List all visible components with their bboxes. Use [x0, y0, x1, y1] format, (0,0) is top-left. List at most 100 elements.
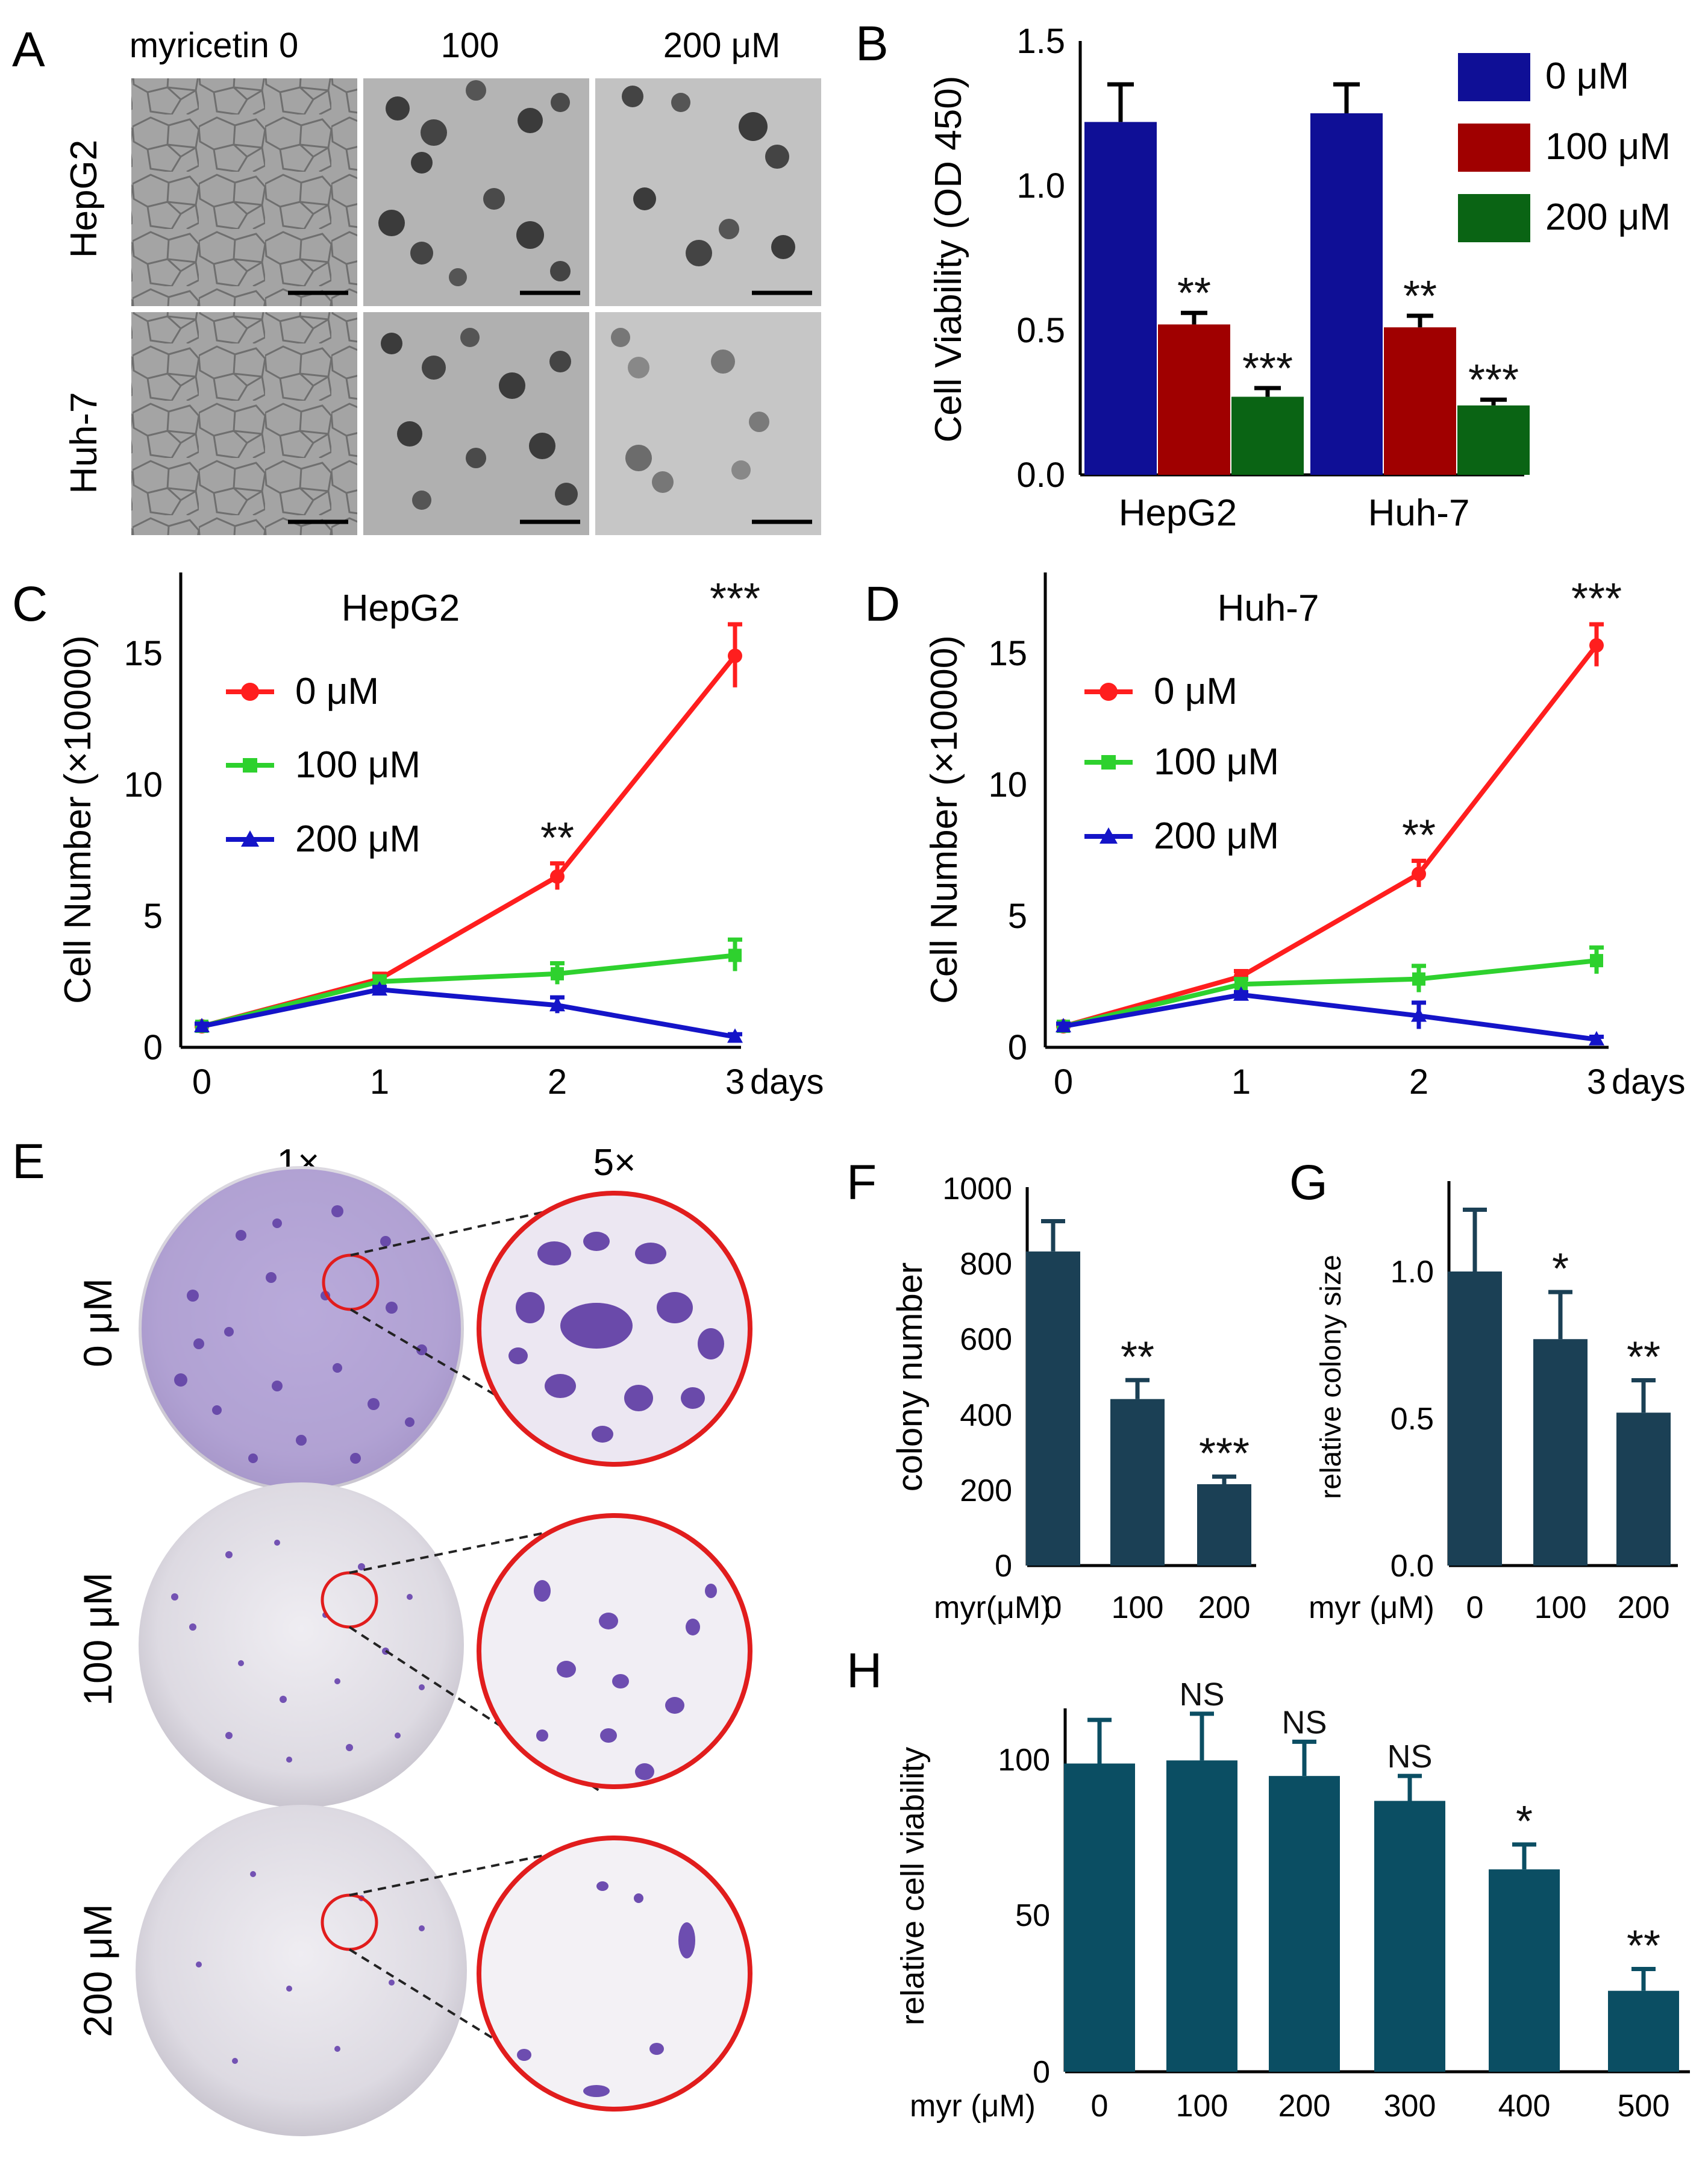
- panel-d-legend: 0 μM 100 μM 200 μM: [1084, 671, 1279, 857]
- significance-marker: ***: [1199, 1429, 1250, 1478]
- bar-200: [1616, 1413, 1671, 1566]
- series-line-2: [201, 987, 736, 1039]
- panel-a-col-2: 200 μM: [663, 26, 781, 65]
- panel-b-xtick: Huh-7: [1368, 492, 1470, 534]
- significance-marker: *: [1552, 1245, 1569, 1293]
- panel-c-letter: C: [12, 577, 48, 632]
- panel-h-letter: H: [846, 1643, 882, 1698]
- panel-f-xtick: 200: [1198, 1590, 1251, 1625]
- legend-swatch-2: [1458, 194, 1530, 242]
- legend-label-1: 100 μM: [1545, 126, 1671, 168]
- data-point: [1412, 867, 1426, 882]
- panel-e-col-1: 5×: [593, 1142, 636, 1184]
- bar-0: [1064, 1763, 1135, 2072]
- panel-e-row-1: 100 μM: [75, 1572, 120, 1705]
- data-point: [1589, 638, 1604, 653]
- legend-label-0: 0 μM: [295, 671, 379, 712]
- panel-b: B Cell Viability (OD 450) 0.0 0.5 1.0 1.…: [856, 16, 1671, 534]
- panel-g-ytick: 1.0: [1390, 1255, 1434, 1290]
- zoom-view-1: [477, 1513, 752, 1789]
- plate-200-um: [136, 1805, 467, 2136]
- bar-huh-7-1: [1384, 327, 1456, 475]
- panel-d-y-label: Cell Number (×10000): [924, 635, 965, 1004]
- panel-a-col-0: myricetin 0: [130, 26, 298, 65]
- panel-d-ytick: 15: [988, 634, 1027, 673]
- data-point: [727, 1028, 743, 1043]
- bar-0: [1448, 1271, 1502, 1566]
- panel-h-xtick: 300: [1384, 2089, 1436, 2124]
- panel-c-ytick: 15: [124, 634, 163, 673]
- data-point: [728, 948, 742, 962]
- panel-h: H relative cell viability 0 50 100 NS NS N…: [846, 1643, 1690, 2124]
- legend-label-2: 200 μM: [1545, 196, 1671, 238]
- bar-huh-7-2: [1457, 405, 1530, 475]
- panel-f: F colony number 0 200 400 600 800 1000 *…: [846, 1155, 1256, 1625]
- panel-d-title: Huh-7: [1218, 588, 1319, 629]
- significance-marker: ***: [710, 575, 760, 623]
- legend-label-0: 0 μM: [1545, 55, 1629, 97]
- legend-swatch-0: [1458, 53, 1530, 101]
- panel-g-ytick: 0.0: [1390, 1549, 1434, 1584]
- significance-marker: **: [540, 814, 574, 862]
- panel-c-xtick: 2: [548, 1062, 567, 1102]
- data-point: [551, 967, 564, 980]
- panel-d-ytick: 0: [1008, 1028, 1027, 1067]
- panel-b-y-label: Cell Viability (OD 450): [928, 76, 969, 443]
- panel-f-xtick: 0: [1045, 1590, 1062, 1625]
- data-point: [1589, 1030, 1604, 1046]
- significance-marker: *: [1516, 1798, 1533, 1846]
- panel-c-xtick: 0: [192, 1062, 211, 1102]
- panel-c-xtick: 1: [370, 1062, 389, 1102]
- bar-hepg2-1: [1158, 324, 1230, 475]
- panel-a: A myricetin 0 100 200 μM HepG2 Huh-7: [12, 22, 821, 535]
- panel-c-title: HepG2: [342, 588, 460, 629]
- micrograph-huh7-200: [595, 312, 821, 535]
- legend-label-0: 0 μM: [1154, 671, 1237, 712]
- panel-b-ytick: 1.0: [1016, 166, 1065, 205]
- series-line-1: [1063, 958, 1597, 1029]
- significance-marker: NS: [1179, 1676, 1224, 1713]
- micrograph-huh7-100: [363, 312, 589, 535]
- panel-b-y-ticks: 0.0 0.5 1.0 1.5: [1016, 22, 1065, 495]
- zoom-view-0: [477, 1191, 752, 1467]
- legend-label-1: 100 μM: [295, 744, 421, 786]
- panel-a-letter: A: [12, 22, 45, 77]
- data-point: [1056, 1018, 1071, 1033]
- significance-marker: **: [1627, 1922, 1660, 1971]
- panel-h-xtick: 500: [1618, 2089, 1670, 2124]
- significance-marker: **: [1627, 1334, 1660, 1382]
- panel-d-plot: *****: [1056, 575, 1622, 1046]
- significance-marker: **: [1177, 269, 1211, 318]
- panel-g-xtick: 100: [1534, 1590, 1587, 1625]
- panel-f-ytick: 1000: [942, 1171, 1012, 1206]
- panel-d-xtick: 3: [1587, 1062, 1606, 1102]
- panel-h-ytick: 50: [1015, 1898, 1050, 1933]
- bar-100: [1533, 1339, 1588, 1566]
- significance-marker: ***: [1468, 356, 1519, 404]
- panel-g-x-label: myr (μM): [1309, 1590, 1434, 1625]
- data-point: [728, 648, 742, 663]
- significance-marker: **: [1403, 272, 1437, 321]
- panel-c-legend: 0 μM 100 μM 200 μM: [226, 671, 421, 860]
- panel-a-col-1: 100: [441, 26, 499, 65]
- plate-100-um: [139, 1482, 464, 1808]
- panel-d-ytick: 10: [988, 765, 1027, 804]
- panel-b-legend: 0 μM 100 μM 200 μM: [1458, 53, 1671, 242]
- panel-d-letter: D: [865, 577, 900, 632]
- panel-g: G relative colony size 0.0 0.5 1.0 *** m…: [1289, 1155, 1678, 1625]
- bar-0: [1026, 1251, 1080, 1566]
- data-point: [1411, 1007, 1427, 1022]
- bar-hepg2-2: [1231, 397, 1304, 475]
- panel-c-xtick: 3: [725, 1062, 745, 1102]
- panel-g-y-label: relative colony size: [1315, 1255, 1347, 1499]
- panel-g-letter: G: [1289, 1155, 1328, 1210]
- panel-e-row-0: 0 μM: [75, 1278, 120, 1367]
- bar-hepg2-0: [1084, 122, 1157, 475]
- bar-200: [1269, 1776, 1340, 2072]
- panel-b-ytick: 1.5: [1016, 22, 1065, 61]
- panel-b-letter: B: [856, 16, 889, 71]
- legend-label-1: 100 μM: [1154, 741, 1279, 783]
- panel-f-ytick: 400: [960, 1398, 1012, 1433]
